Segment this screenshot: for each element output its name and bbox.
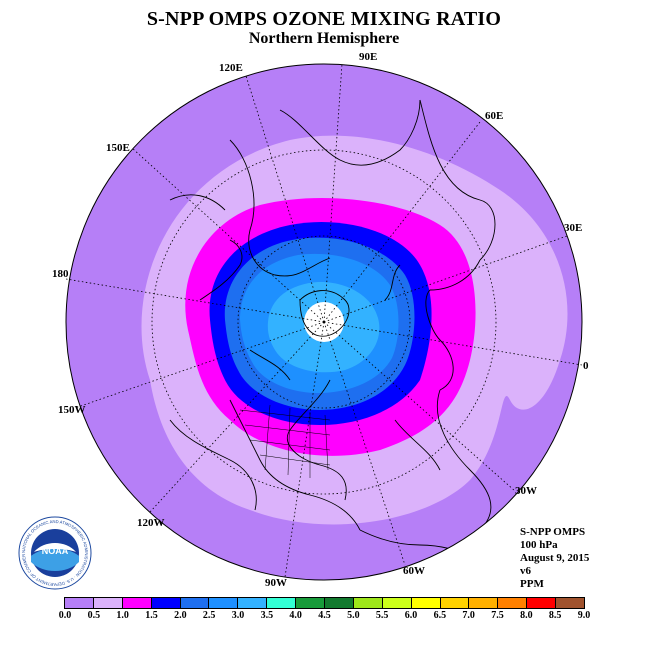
page-title: S-NPP OMPS OZONE MIXING RATIO [146, 8, 502, 30]
colorbar-segment [468, 598, 498, 608]
colorbar-segment [381, 598, 411, 608]
lon-label-0: 0 [583, 360, 589, 372]
lon-label-120e: 120E [219, 62, 243, 74]
lon-label-90e: 90E [359, 51, 378, 63]
graticule [65, 63, 583, 578]
colorbar-tick-label: 8.5 [548, 610, 562, 621]
info-version: v6 [520, 565, 531, 577]
colorbar-tick-label: 0.5 [87, 610, 101, 621]
colorbar-tick-label: 4.5 [318, 610, 331, 621]
colorbar-tick-label: 2.5 [202, 610, 216, 621]
info-date: August 9, 2015 [520, 552, 590, 564]
info-instrument: S-NPP OMPS [520, 526, 586, 538]
state-boundaries [239, 404, 331, 478]
lon-label-30w: 30W [515, 485, 537, 497]
colorbar-tick-label: 8.0 [520, 610, 533, 621]
lon-label-60e: 60E [485, 110, 504, 122]
colorbar-segment [352, 598, 382, 608]
lon-label-60w: 60W [403, 565, 425, 577]
colorbar-segment [497, 598, 527, 608]
colorbar-segment [65, 598, 93, 608]
lon-label-150w: 150W [58, 404, 86, 416]
globe-outline [65, 63, 583, 581]
colorbar-segment [410, 598, 440, 608]
colorbar-segment [208, 598, 238, 608]
colorbar-tick-label: 4.0 [289, 610, 302, 621]
colorbar-segment [121, 598, 151, 608]
colorbar-tick-label: 3.0 [231, 610, 245, 621]
colorbar-segment [150, 598, 180, 608]
colorbar-tick-label: 0.0 [58, 610, 72, 621]
colorbar-tick-label: 1.0 [116, 610, 129, 621]
info-block: S-NPP OMPS 100 hPa August 9, 2015 v6 PPM [520, 526, 589, 591]
colorbar-segment [324, 598, 353, 608]
lon-label-90w: 90W [265, 577, 287, 589]
colorbar-tick-label: 3.5 [260, 610, 274, 621]
noaa-logo: NATIONAL OCEANIC AND ATMOSPHERIC ADMINIS… [18, 516, 92, 590]
info-level: 100 hPa [520, 539, 558, 551]
colorbar-segment [439, 598, 469, 608]
info-units: PPM [520, 578, 544, 590]
colorbar-segment [526, 598, 556, 608]
colorbar-segment [295, 598, 325, 608]
colorbar-tick-label: 9.0 [577, 610, 591, 621]
colorbar-tick-label: 5.5 [375, 610, 389, 621]
colorbar-segment [555, 598, 585, 608]
lon-label-120w: 120W [137, 517, 165, 529]
colorbar [64, 597, 585, 609]
colorbar-tick-label: 2.0 [174, 610, 187, 621]
colorbar-segment [266, 598, 296, 608]
lon-label-150e: 150E [106, 142, 130, 154]
colorbar-ticks: 0.0 0.5 1.0 1.5 2.0 2.5 3.0 3.5 4.0 4.5 5.0 5.5 6.0 6… [0, 610, 648, 624]
logo-name: NOAA [42, 546, 69, 556]
colorbar-tick-label: 7.0 [462, 610, 475, 621]
lon-label-30e: 30E [564, 222, 583, 234]
lon-label-180: 180 [52, 268, 69, 280]
colorbar-tick-label: 7.5 [491, 610, 504, 621]
colorbar-tick-label: 1.5 [145, 610, 158, 621]
colorbar-segment [92, 598, 122, 608]
colorbar-tick-label: 5.0 [347, 610, 360, 621]
colorbar-segment [179, 598, 209, 608]
colorbar-tick-label: 6.0 [404, 610, 418, 621]
colorbar-tick-label: 6.5 [433, 610, 447, 621]
colorbar-segment [237, 598, 267, 608]
page-subtitle: Northern Hemisphere [248, 30, 400, 47]
